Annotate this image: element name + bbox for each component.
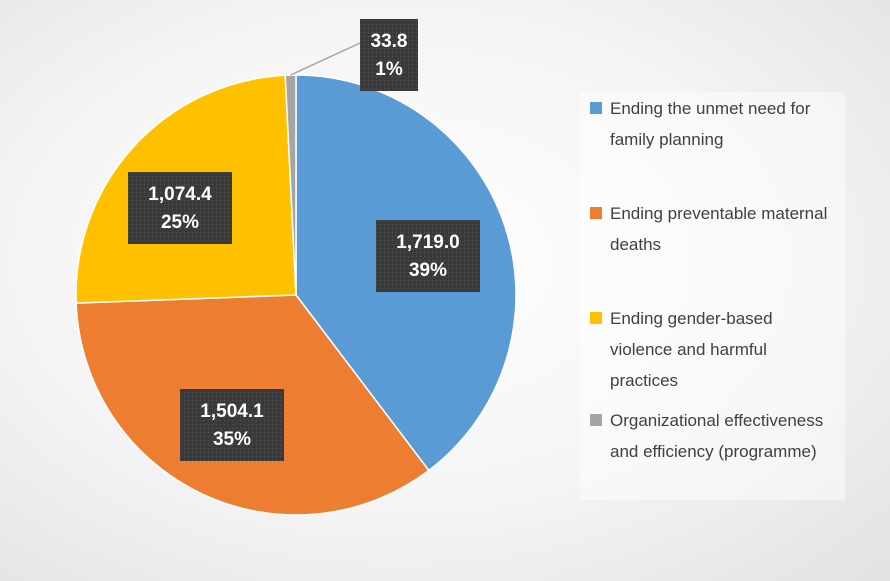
data-label-value: 1,719.0 [396,232,459,253]
legend-swatch [590,414,602,426]
pie-slice [284,74,297,296]
legend-label: Ending the unmet need for family plannin… [610,99,811,149]
data-label-box [360,19,418,91]
legend-entry: Ending the unmet need for family plannin… [590,93,830,155]
data-label-box [180,389,284,461]
data-label-box [128,172,232,244]
data-label-value: 1,074.4 [148,184,212,205]
legend-entry: Ending gender-based violence and harmful… [590,303,830,396]
legend-entry: Ending preventable maternal deaths [590,198,830,260]
data-label-box [376,220,480,292]
legend-swatch [590,312,602,324]
data-label-value: 33.8 [371,31,408,52]
data-label-percent: 35% [213,429,251,450]
legend-swatch [590,102,602,114]
data-label-value: 1,504.1 [200,401,264,422]
legend-label: Ending gender-based violence and harmful… [610,309,773,390]
legend-entry: Organizational effectiveness and efficie… [590,405,830,467]
data-label-percent: 25% [161,212,199,233]
leader-line [290,42,361,76]
legend-label: Organizational effectiveness and efficie… [610,411,824,461]
legend [580,92,845,500]
data-label-percent: 39% [409,260,447,281]
data-label-percent: 1% [375,59,403,80]
legend-swatch [590,207,602,219]
legend-label: Ending preventable maternal deaths [610,204,828,254]
